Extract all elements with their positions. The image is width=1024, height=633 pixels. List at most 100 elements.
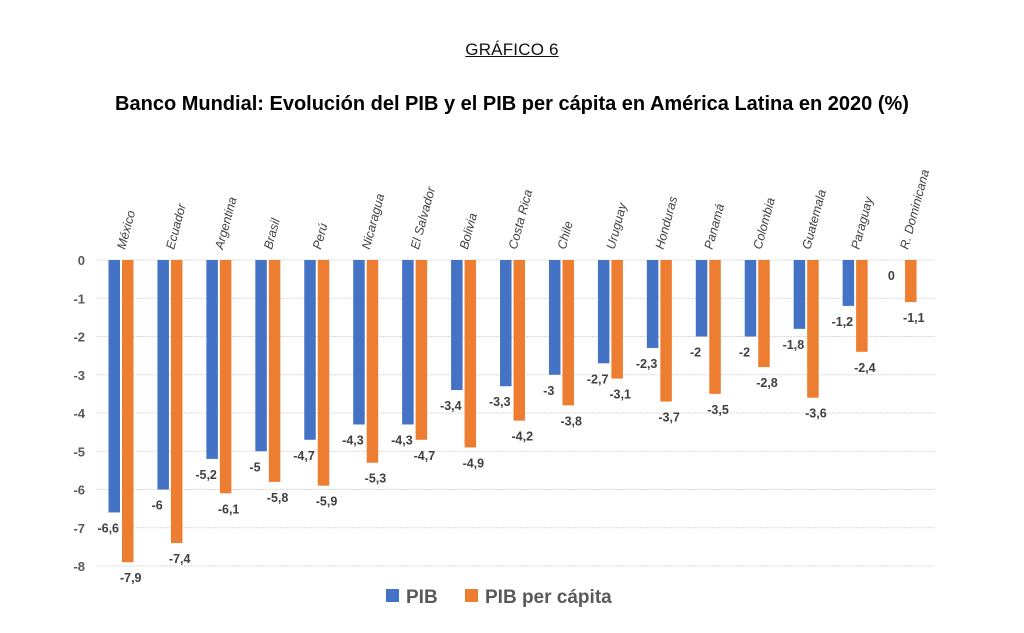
bar-pib <box>597 260 610 364</box>
data-label-pib-per-capita: -3,5 <box>707 403 729 417</box>
chart-title: Banco Mundial: Evolución del PIB y el PI… <box>115 93 909 115</box>
data-label-pib: 0 <box>888 269 895 283</box>
data-label-pib: -5 <box>250 460 261 474</box>
data-label-pib: -2,7 <box>587 372 609 386</box>
category-label: Uruguay <box>604 201 630 251</box>
data-label-pib: -4,3 <box>391 433 413 447</box>
category-label: Guatemala <box>800 188 829 251</box>
category-label: Colombia <box>751 196 778 251</box>
category-label: México <box>114 209 138 251</box>
legend-label-pib: PIB <box>406 587 438 608</box>
data-label-pib-per-capita: -5,3 <box>365 472 387 486</box>
data-label-pib-per-capita: -2,8 <box>756 376 778 390</box>
bar-pib-per-capita <box>807 260 819 398</box>
bar-pib <box>548 260 561 375</box>
bar-pib <box>793 260 806 329</box>
bar-pib-per-capita <box>464 260 477 448</box>
category-label: Bolivia <box>457 212 480 251</box>
data-label-pib-per-capita: -4,7 <box>414 449 436 463</box>
category-label: Brasil <box>261 216 283 251</box>
data-label-pib: -3 <box>543 384 554 398</box>
bar-pib <box>255 260 267 452</box>
bar-pib-per-capita <box>611 260 623 379</box>
x-axis-categories: México Ecuador Argentina Brasil Perú Nicaragu… <box>114 168 932 252</box>
data-label-pib-per-capita: -4,2 <box>512 430 534 444</box>
bar-pib <box>695 260 708 337</box>
y-tick-label: -3 <box>73 368 85 383</box>
bar-pib-per-capita <box>268 260 281 482</box>
bar-pib <box>402 260 414 425</box>
category-label: R. Dominicana <box>897 168 932 251</box>
category-label: Perú <box>310 222 330 251</box>
bar-pib <box>744 260 757 337</box>
bar-pib <box>353 260 365 425</box>
bar-pib-per-capita <box>219 260 232 494</box>
data-label-pib: -2 <box>739 346 750 360</box>
category-label: Paraguay <box>848 195 876 251</box>
category-label: Costa Rica <box>506 188 535 251</box>
bar-pib <box>108 260 120 513</box>
data-label-pib: -2 <box>690 346 701 360</box>
y-tick-label: -4 <box>73 406 85 421</box>
data-label-pib-per-capita: -1,1 <box>903 311 925 325</box>
data-label-pib-per-capita: -4,9 <box>463 456 485 470</box>
data-label-pib: -3,4 <box>440 399 462 413</box>
data-label-pib: -4,3 <box>342 433 364 447</box>
category-label: Ecuador <box>163 201 189 250</box>
bar-pib-per-capita <box>317 260 330 486</box>
legend-label-pib-per-capita: PIB per cápita <box>485 587 612 608</box>
y-tick-label: -8 <box>73 559 85 574</box>
bar-pib <box>500 260 512 387</box>
data-label-pib: -3,3 <box>489 395 511 409</box>
data-label-pib-per-capita: -7,4 <box>169 552 191 566</box>
data-label-pib: -6 <box>152 499 163 513</box>
data-label-pib: -1,2 <box>832 315 854 329</box>
data-label-pib-per-capita: -5,9 <box>316 495 338 509</box>
data-label-pib-per-capita: -6,1 <box>218 502 240 516</box>
category-label: Panamá <box>702 202 728 251</box>
data-label-pib-per-capita: -3,8 <box>560 414 582 428</box>
data-label-pib: -6,6 <box>97 521 119 535</box>
bar-pib <box>646 260 659 348</box>
bar-pib <box>304 260 316 440</box>
legend-swatch-pib-per-capita <box>465 589 478 602</box>
bar-pib <box>842 260 855 306</box>
bar-pib-per-capita <box>122 260 134 563</box>
y-axis: 0 -1 -2 -3 -4 -5 -6 -7 -8 <box>73 253 85 574</box>
bars <box>108 260 917 563</box>
bar-pib-per-capita <box>513 260 526 421</box>
bar-pib-per-capita <box>856 260 868 352</box>
bar-pib-per-capita <box>758 260 770 368</box>
bar-pib <box>157 260 169 490</box>
bar-pib-per-capita <box>562 260 574 406</box>
legend: PIB PIB per cápita <box>386 587 612 608</box>
category-label: Nicaragua <box>359 192 387 251</box>
bar-pib <box>451 260 463 391</box>
category-label: Chile <box>555 220 576 251</box>
data-label-pib-per-capita: -2,4 <box>854 361 876 375</box>
y-tick-label: -6 <box>73 483 85 498</box>
data-label-pib: -1,8 <box>783 338 805 352</box>
bar-pib-per-capita <box>905 260 917 303</box>
bar-pib-per-capita <box>709 260 721 394</box>
category-label: El Salvador <box>408 185 438 251</box>
y-tick-label: -1 <box>73 291 85 306</box>
data-label-pib-per-capita: -3,7 <box>658 411 680 425</box>
data-label-pib: -2,3 <box>636 357 658 371</box>
bar-pib-per-capita <box>415 260 428 440</box>
data-label-pib-per-capita: -3,1 <box>609 388 631 402</box>
bar-pib-per-capita <box>366 260 379 463</box>
category-label: Argentina <box>212 195 240 251</box>
bar-pib-per-capita <box>660 260 672 402</box>
data-label-pib-per-capita: -3,6 <box>805 407 827 421</box>
data-label-pib-per-capita: -5,8 <box>267 491 289 505</box>
data-labels: -6,6 -7,9 -6 -7,4 -5,2 -6,1 -5 -5,8 -4,7 -5,9 -4,3… <box>97 269 924 585</box>
data-label-pib: -5,2 <box>195 468 217 482</box>
data-label-pib: -4,7 <box>293 449 315 463</box>
y-tick-label: 0 <box>78 253 85 268</box>
category-label: Honduras <box>653 195 681 251</box>
y-tick-label: -7 <box>73 521 85 536</box>
bar-pib-per-capita <box>170 260 183 544</box>
data-label-pib-per-capita: -7,9 <box>120 571 142 585</box>
